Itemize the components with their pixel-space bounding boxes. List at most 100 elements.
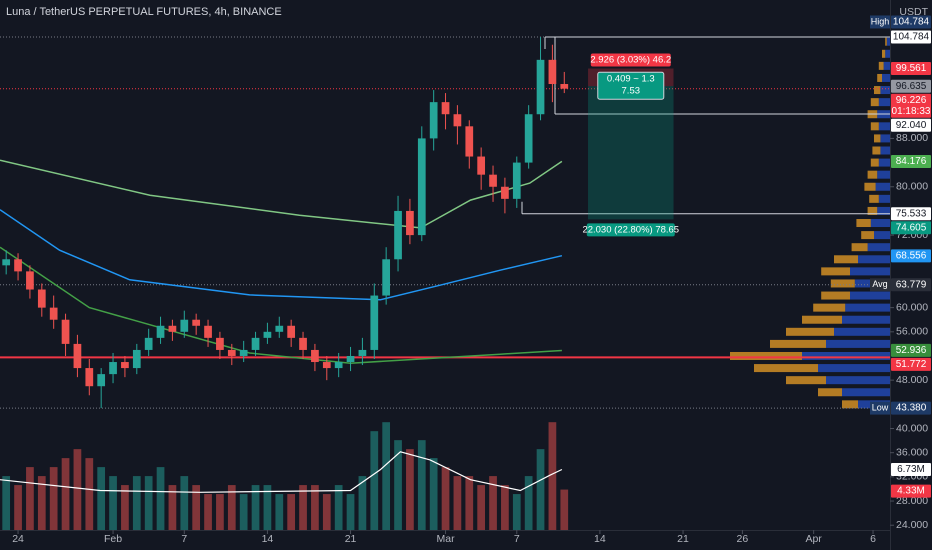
volume-bar xyxy=(239,494,248,530)
candle-body xyxy=(536,59,545,115)
volume-ma xyxy=(0,451,563,493)
profile-down xyxy=(830,279,855,288)
volume-bar xyxy=(275,494,284,530)
candle-body xyxy=(49,307,58,320)
y-tick-label: 36.000 xyxy=(896,446,928,458)
profile-up xyxy=(874,231,890,240)
price-label-box xyxy=(891,249,931,263)
volume-bar xyxy=(204,494,212,530)
candle-body xyxy=(548,59,557,85)
profile-down xyxy=(874,86,881,95)
x-tick-label: 21 xyxy=(677,533,689,545)
profile-up xyxy=(880,146,890,155)
price-label: 52.936 xyxy=(896,345,927,356)
volume-bar xyxy=(287,494,296,530)
price-label-box xyxy=(891,463,931,477)
profile-up xyxy=(877,170,890,179)
profile-up xyxy=(870,219,890,228)
candle-body xyxy=(441,102,450,115)
volume-bar xyxy=(144,476,153,530)
candle-body xyxy=(370,295,379,350)
price-label-box xyxy=(891,30,931,44)
candle-body xyxy=(37,289,46,308)
tag-box xyxy=(870,278,890,292)
profile-down xyxy=(770,339,826,348)
profile-up xyxy=(886,37,890,46)
volume-bar xyxy=(180,476,189,530)
x-tick-label: 21 xyxy=(345,533,357,545)
candle-body xyxy=(26,271,34,290)
candle-body xyxy=(382,259,391,296)
price-label-box xyxy=(891,357,931,371)
volume-bar xyxy=(417,440,426,530)
profile-up xyxy=(850,291,890,300)
profile-down xyxy=(821,267,850,276)
profile-down xyxy=(821,291,850,300)
volume-bar xyxy=(49,467,58,530)
moving-average xyxy=(0,209,563,301)
profile-down xyxy=(842,400,858,409)
profile-up xyxy=(880,86,890,95)
candle-body xyxy=(394,210,402,260)
candle-body xyxy=(311,349,319,363)
price-label-box xyxy=(891,118,931,132)
candle-body xyxy=(287,325,296,338)
candle-body xyxy=(156,325,165,338)
price-label: 63.779 xyxy=(896,279,927,290)
x-tick-label: 7 xyxy=(514,533,520,545)
profile-down xyxy=(864,182,876,191)
volume-bar xyxy=(477,485,486,530)
volume-bar xyxy=(85,458,94,530)
volume-bar xyxy=(14,485,22,530)
price-label: 4.33M xyxy=(897,486,925,497)
profile-down xyxy=(802,315,842,324)
volume-bar xyxy=(132,476,141,530)
candle-body xyxy=(73,343,82,369)
candle-body xyxy=(61,319,70,344)
price-label-box xyxy=(891,62,931,76)
y-tick-label: 56.000 xyxy=(896,326,928,338)
profile-down xyxy=(813,303,846,312)
currency: USDT xyxy=(899,6,928,18)
volume-bar xyxy=(560,489,569,530)
profile-up xyxy=(867,243,890,252)
profile-down xyxy=(867,170,878,179)
profile-down xyxy=(878,61,884,70)
candle-body xyxy=(524,114,533,163)
candle-body xyxy=(239,349,248,356)
candle-body xyxy=(121,362,129,369)
candle-body xyxy=(322,362,331,369)
x-tick-label: 14 xyxy=(262,533,274,545)
profile-down xyxy=(870,158,879,167)
profile-up xyxy=(826,339,890,348)
volume-bar xyxy=(548,422,557,530)
profile-up xyxy=(883,61,890,70)
profile-down xyxy=(872,146,881,155)
x-tick-label: Feb xyxy=(104,533,122,545)
price-label-box xyxy=(891,278,931,292)
volume-bar xyxy=(311,485,319,530)
candle-body xyxy=(251,337,260,350)
x-tick-label: Mar xyxy=(436,533,455,545)
price-label-box xyxy=(891,79,931,93)
price-label-box xyxy=(891,343,931,357)
candle-body xyxy=(204,325,212,338)
volume-bar xyxy=(263,485,272,530)
price-label: 92.040 xyxy=(896,120,927,131)
price-label: 74.605 xyxy=(896,222,927,233)
volume-bar xyxy=(489,476,497,530)
price-label-box xyxy=(891,207,931,221)
x-tick-label: Apr xyxy=(805,533,822,545)
volume-bar xyxy=(346,494,355,530)
volume-bar xyxy=(512,494,521,530)
tag-box xyxy=(870,15,890,29)
profile-up xyxy=(858,255,890,264)
info-label-box xyxy=(597,71,665,100)
target-label-box xyxy=(586,223,675,237)
price-label-box xyxy=(891,93,931,118)
candle-body xyxy=(192,319,201,326)
chart-title: Luna / TetherUS PERPETUAL FUTURES, 4h, B… xyxy=(6,6,282,18)
profile-down xyxy=(834,255,858,264)
candle-body xyxy=(97,374,106,387)
candle-body xyxy=(346,355,355,363)
